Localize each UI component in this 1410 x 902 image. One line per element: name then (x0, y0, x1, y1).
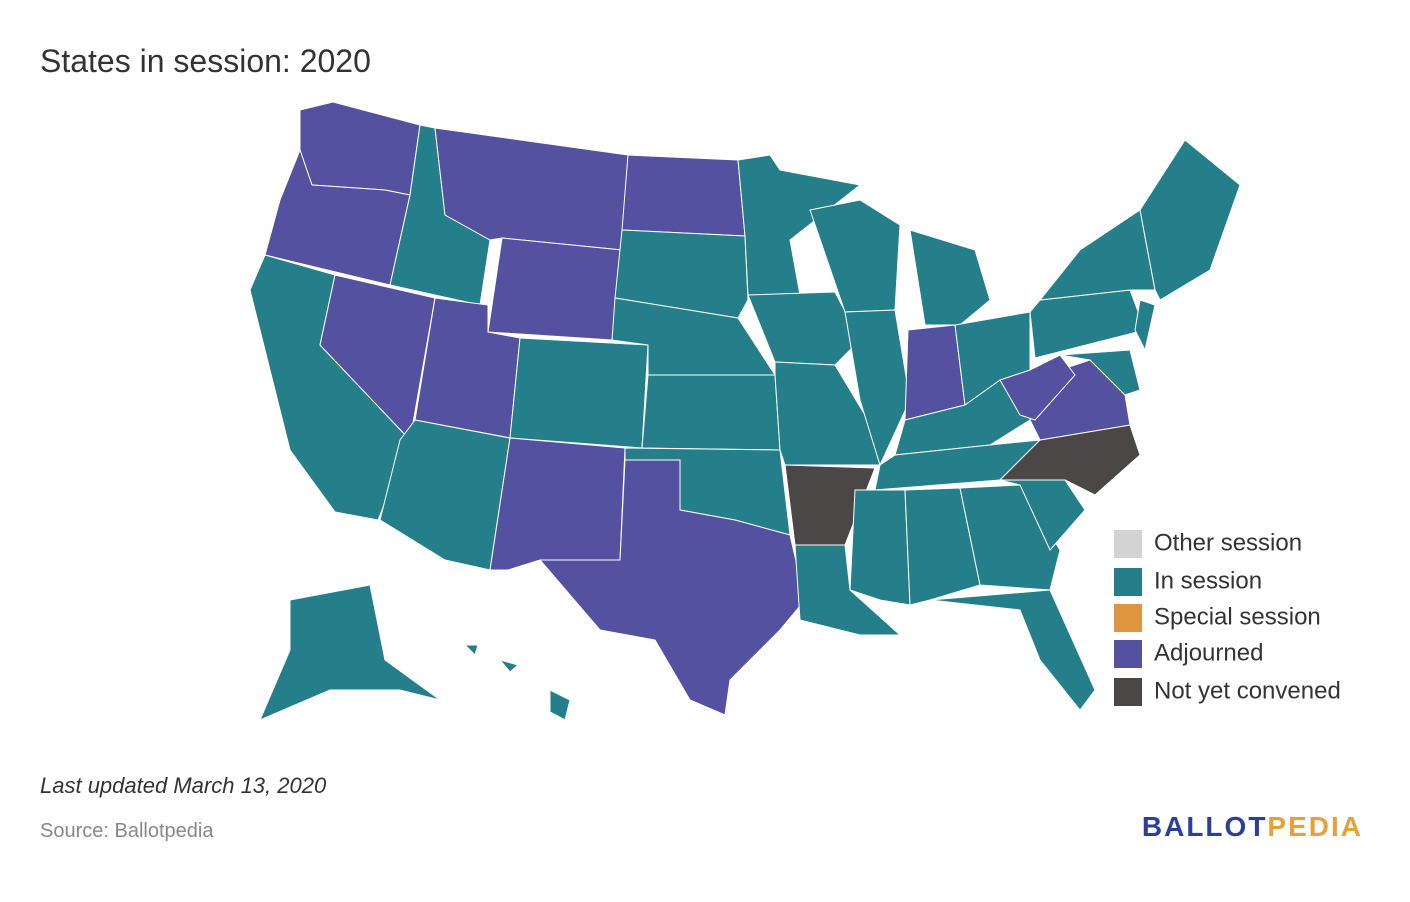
state (904, 324, 966, 421)
logo-part: PEDIA (1267, 811, 1363, 842)
legend: Other session In session Special session Ad… (1114, 529, 1341, 706)
state (774, 361, 881, 466)
logo-part: BALLOT (1142, 811, 1268, 842)
state (1139, 139, 1241, 301)
legend-swatch (1114, 568, 1142, 596)
state (539, 459, 806, 716)
source: Source: Ballotpedia (40, 820, 214, 842)
state (1134, 299, 1156, 351)
state (499, 659, 519, 673)
state (1029, 289, 1146, 359)
state (299, 101, 421, 196)
legend-label: In session (1154, 567, 1262, 594)
state (259, 584, 441, 721)
state (999, 354, 1076, 421)
legend-swatch (1114, 678, 1142, 706)
map (249, 101, 1241, 721)
state (621, 154, 746, 237)
state (464, 644, 479, 656)
legend-label: Adjourned (1154, 639, 1263, 666)
note: Last updated March 13, 2020 (40, 773, 327, 798)
state (509, 337, 649, 449)
state (809, 199, 901, 313)
state (641, 374, 781, 451)
state (549, 689, 571, 721)
state (849, 489, 911, 606)
legend-swatch (1114, 530, 1142, 558)
state (794, 544, 901, 636)
logo: BALLOTPEDIA (1142, 811, 1363, 842)
legend-label: Other session (1154, 529, 1302, 556)
state (489, 437, 626, 571)
legend-swatch (1114, 640, 1142, 668)
legend-label: Special session (1154, 603, 1321, 630)
state (844, 309, 911, 466)
state (614, 229, 749, 319)
state (737, 154, 861, 296)
state (904, 487, 981, 606)
state (747, 291, 861, 366)
state (487, 237, 623, 341)
state (929, 589, 1096, 711)
title: States in session: 2020 (40, 43, 371, 79)
legend-swatch (1114, 604, 1142, 632)
state (1039, 209, 1156, 301)
state (379, 419, 511, 571)
state (909, 229, 991, 326)
state (1059, 349, 1141, 396)
legend-label: Not yet convened (1154, 677, 1341, 704)
